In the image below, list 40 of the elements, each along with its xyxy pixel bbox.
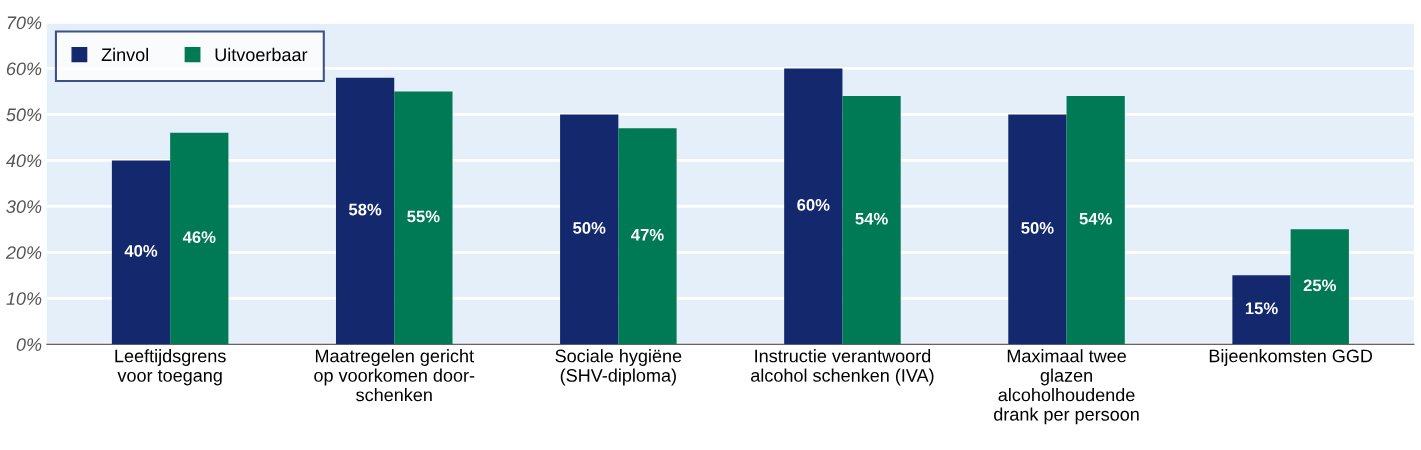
data-label: 60% [797,199,830,211]
x-tick-label: Maatregelen gericht op voorkomen door- schenken [314,349,475,402]
bar [842,96,901,345]
y-tick-label: 20% [5,246,42,260]
bar [784,68,843,345]
bar [170,132,229,345]
y-tick-label: 50% [6,108,42,122]
bar [1232,275,1291,345]
bar [1066,96,1125,345]
bar [560,114,619,345]
data-label: 50% [573,222,606,234]
legend-label: Uitvoerbaar [215,47,308,62]
x-tick-label: Bijeenkomsten GGD [1209,349,1373,366]
x-tick-label: Instructie verantwoord alcohol schenken (IVA) [751,349,934,386]
data-label: 47% [631,228,664,241]
bar [111,160,171,345]
data-label: 54% [855,212,888,225]
bar [394,91,453,345]
data-label: 58% [348,203,382,216]
y-tick-label: 60% [6,62,42,76]
data-label: 46% [182,231,216,244]
data-label: 55% [407,210,440,223]
x-tick-label: Leeftijdsgrens voor toegang [115,349,226,386]
data-label: 50% [1021,222,1054,234]
y-tick-label: 0% [16,338,42,351]
data-label: 40% [124,244,158,257]
y-tick-label: 10% [6,292,42,306]
bar [1290,229,1349,345]
y-tick-label: 40% [6,154,42,168]
y-tick-label: 70% [7,16,42,30]
legend-label: Zinvol [101,47,149,62]
data-label: 54% [1079,212,1112,225]
y-tick-label: 30% [6,200,42,214]
bar [335,77,395,345]
data-label: 15% [1245,302,1278,315]
bar [618,128,677,345]
x-tick-label: Maximaal twee glazen alcoholhoudende drank per persoon [994,349,1139,425]
data-label: 25% [1303,279,1337,292]
bar [1008,114,1067,345]
x-tick-label: Sociale hygiëne (SHV-diploma) [555,349,682,386]
